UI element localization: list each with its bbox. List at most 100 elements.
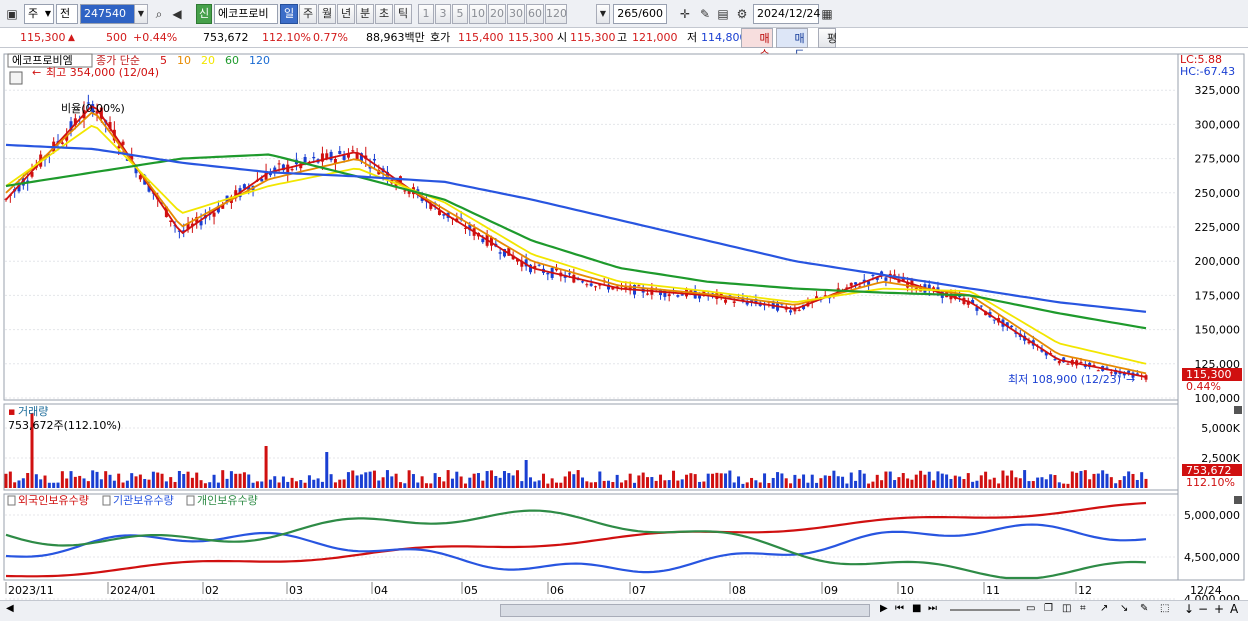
period-tab[interactable]: 년 bbox=[337, 4, 355, 24]
volume-bar bbox=[832, 470, 836, 488]
period-tab[interactable]: 분 bbox=[356, 4, 374, 24]
gear-icon[interactable]: ⚙ bbox=[736, 7, 748, 21]
prev-button[interactable]: 전 bbox=[56, 4, 78, 24]
volume-bar bbox=[854, 480, 858, 488]
candle-body bbox=[320, 153, 324, 162]
bottom-scrollbar[interactable]: ◀ ▶ ⏮ ■ ⏭ ▭ ❐ ◫ ⌗ ↗ ↘ ✎ ⬚ ↓ − + A bbox=[0, 600, 1248, 621]
volume-bar bbox=[680, 479, 684, 488]
split-icon[interactable]: ◫ bbox=[1062, 603, 1072, 614]
y-tick-label: 125,000 bbox=[1195, 358, 1241, 371]
minute-step-button[interactable]: 30 bbox=[507, 4, 525, 24]
volume-bar bbox=[1066, 483, 1070, 488]
candle-body bbox=[273, 167, 277, 172]
stop-icon[interactable]: ■ bbox=[912, 603, 922, 614]
tool-e-icon[interactable]: ⬚ bbox=[1160, 603, 1170, 614]
crosshair-icon[interactable]: ✛ bbox=[679, 7, 691, 21]
save-icon[interactable]: ▤ bbox=[717, 7, 729, 21]
candle-body bbox=[975, 307, 979, 311]
draw-tool-icon[interactable]: ✎ bbox=[699, 7, 711, 21]
volume-tag-text: 753,672 bbox=[1186, 464, 1232, 477]
candle-body bbox=[884, 277, 888, 281]
tool-c-icon[interactable]: ↘ bbox=[1120, 603, 1129, 614]
text-size-icon[interactable]: A bbox=[1230, 602, 1239, 616]
search-icon[interactable]: ⌕ bbox=[155, 7, 163, 21]
period-tab[interactable]: 일 bbox=[280, 4, 298, 24]
candle-body bbox=[286, 164, 290, 174]
window-icon[interactable]: ❐ bbox=[1044, 603, 1053, 614]
volume-bar bbox=[99, 479, 103, 488]
date-input[interactable]: 2024/12/24 bbox=[753, 4, 820, 24]
volume-bar bbox=[724, 473, 728, 488]
speaker-icon[interactable]: ◀ bbox=[172, 7, 182, 21]
volume-bar bbox=[377, 480, 381, 488]
first-page-icon[interactable]: ⏮ bbox=[895, 603, 904, 614]
period-tab[interactable]: 초 bbox=[375, 4, 393, 24]
minute-step-button[interactable]: 60 bbox=[526, 4, 544, 24]
volume-bar bbox=[515, 470, 519, 488]
zoom-slider[interactable] bbox=[950, 609, 1020, 611]
count-total: /600 bbox=[638, 7, 663, 20]
minute-step-button[interactable]: 1 bbox=[418, 4, 434, 24]
tool-d-icon[interactable]: ✎ bbox=[1140, 603, 1149, 614]
chart-settings-icon[interactable]: ▣ bbox=[6, 7, 18, 21]
legend-prefix: 종가 단순 bbox=[96, 54, 140, 67]
tool-b-icon[interactable]: ↗ bbox=[1100, 603, 1109, 614]
stock-code-input[interactable]: 247540 bbox=[80, 4, 136, 24]
candle-body bbox=[533, 265, 537, 269]
step-dropdown[interactable]: ▼ bbox=[596, 4, 610, 24]
candle-body bbox=[663, 290, 667, 297]
buy-button[interactable]: 매수 bbox=[741, 28, 773, 61]
minute-step-button[interactable]: 5 bbox=[452, 4, 468, 24]
candle-body bbox=[1122, 372, 1126, 376]
chart-area[interactable]: 325,000 300,000 275,000 250,000 225,000 200,0… bbox=[0, 48, 1248, 606]
chart-svg[interactable]: 325,000 300,000 275,000 250,000 225,000 200,0… bbox=[0, 48, 1248, 606]
candle-body bbox=[689, 290, 693, 293]
zoom-in-icon[interactable]: + bbox=[1214, 602, 1225, 616]
period-tab[interactable]: 월 bbox=[318, 4, 336, 24]
calendar-icon[interactable]: ▦ bbox=[821, 7, 833, 21]
candle-body bbox=[724, 299, 728, 303]
stock-code-dropdown[interactable]: ▼ bbox=[134, 4, 148, 24]
candle-body bbox=[880, 271, 884, 275]
candle-body bbox=[199, 220, 203, 226]
minute-step-button[interactable]: 10 bbox=[469, 4, 487, 24]
new-badge[interactable]: 신 bbox=[196, 4, 212, 24]
price-tag bbox=[1182, 368, 1242, 381]
volume-panel-close-icon[interactable] bbox=[1234, 406, 1242, 414]
candle-body bbox=[130, 155, 134, 160]
last-page-icon[interactable]: ⏭ bbox=[928, 603, 937, 614]
volume-bar bbox=[277, 482, 281, 488]
candle-body bbox=[1027, 341, 1031, 344]
avg-button[interactable]: 평 bbox=[818, 28, 837, 48]
volume-bar bbox=[923, 474, 927, 488]
candle-body bbox=[897, 279, 901, 283]
y-tick-label: 150,000 bbox=[1195, 324, 1241, 337]
volume-bar bbox=[932, 480, 936, 488]
holdings-lines bbox=[5, 501, 1177, 600]
minute-step-button[interactable]: 120 bbox=[545, 4, 567, 24]
volume-bar bbox=[437, 476, 441, 488]
volume-bar bbox=[984, 471, 988, 488]
new-label: 신 bbox=[198, 7, 210, 20]
layout-icon[interactable]: ▭ bbox=[1026, 603, 1036, 614]
tool-a-icon[interactable]: ⌗ bbox=[1080, 603, 1086, 614]
volume-bar bbox=[901, 473, 905, 488]
period-tab[interactable]: 주 bbox=[299, 4, 317, 24]
volume-bar bbox=[906, 478, 910, 488]
period-tab[interactable]: 틱 bbox=[394, 4, 412, 24]
candle-body bbox=[862, 279, 866, 283]
scroll-right-icon[interactable]: ▶ bbox=[880, 603, 888, 614]
holdings-panel-close-icon[interactable] bbox=[1234, 496, 1242, 504]
zoom-out-icon[interactable]: − bbox=[1198, 602, 1209, 616]
scroll-thumb[interactable] bbox=[500, 604, 870, 617]
tool-f-icon[interactable]: ↓ bbox=[1184, 602, 1195, 616]
minute-step-button[interactable]: 20 bbox=[488, 4, 506, 24]
sell-button[interactable]: 매도 bbox=[776, 28, 808, 61]
volume-bar bbox=[203, 483, 207, 488]
count-field[interactable]: 265/600 bbox=[613, 4, 667, 24]
candle-body bbox=[117, 146, 121, 149]
grid-toggle-icon[interactable] bbox=[9, 71, 23, 85]
minute-step-button[interactable]: 3 bbox=[435, 4, 451, 24]
scroll-left-icon[interactable]: ◀ bbox=[6, 603, 14, 614]
period-type-select[interactable]: 주 ▼ bbox=[24, 4, 54, 24]
